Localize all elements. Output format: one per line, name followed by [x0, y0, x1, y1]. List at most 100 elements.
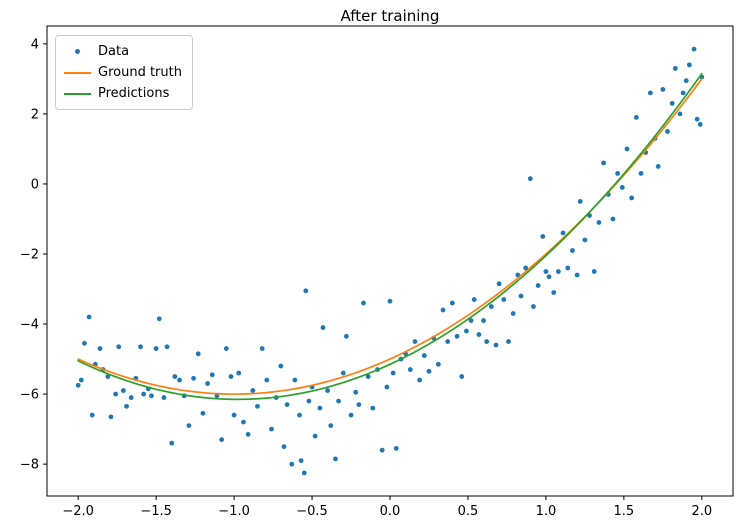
data-point — [591, 269, 597, 274]
data-point — [370, 405, 376, 411]
data-point — [214, 393, 220, 399]
data-point — [164, 344, 170, 350]
data-point — [454, 333, 460, 339]
data-point — [619, 185, 625, 190]
data-point — [445, 339, 451, 344]
data-point — [691, 46, 697, 52]
legend-item-ground-truth: Ground truth — [62, 62, 182, 83]
x-tick-label: −2.0 — [62, 504, 94, 519]
data-point — [195, 351, 201, 357]
data-point — [387, 298, 393, 304]
data-point — [633, 115, 639, 120]
data-point — [161, 395, 167, 400]
scatter-series-data — [75, 46, 705, 476]
y-tick-label: 2 — [31, 107, 39, 122]
data-point — [348, 412, 354, 418]
data-point — [601, 160, 606, 166]
data-point — [116, 344, 122, 350]
data-point — [476, 332, 482, 337]
data-point — [471, 297, 477, 302]
data-point — [531, 304, 536, 309]
data-point — [468, 318, 474, 323]
data-point — [292, 377, 298, 383]
data-point — [677, 111, 683, 117]
data-point — [153, 346, 159, 351]
x-tick-label: −0.5 — [296, 504, 328, 519]
data-point — [686, 62, 692, 68]
data-point — [141, 391, 147, 397]
data-point — [610, 216, 616, 222]
y-tick-label: −4 — [20, 318, 39, 333]
x-tick-label: 1.5 — [614, 504, 635, 519]
data-point — [361, 300, 366, 306]
data-point — [426, 368, 432, 374]
data-point — [336, 398, 341, 404]
data-point — [317, 405, 323, 411]
y-tick-label: −2 — [20, 247, 39, 262]
x-tick-label: 1.0 — [536, 504, 557, 519]
x-tick-label: −1.0 — [218, 504, 250, 519]
data-point — [297, 412, 302, 418]
data-point — [582, 237, 588, 243]
data-point — [245, 431, 251, 437]
data-point — [241, 419, 246, 425]
data-point — [278, 363, 284, 369]
data-point — [303, 288, 309, 294]
data-point — [683, 78, 689, 84]
y-tick-label: −6 — [20, 388, 39, 403]
data-point — [228, 374, 234, 379]
data-point — [555, 269, 561, 274]
data-point — [236, 370, 242, 376]
data-point — [223, 346, 229, 351]
data-point — [379, 447, 385, 453]
data-point — [546, 274, 552, 280]
data-dot-marker-icon — [62, 45, 92, 59]
data-point — [86, 314, 92, 320]
data-point — [577, 199, 583, 204]
data-point — [82, 340, 87, 346]
data-point — [496, 281, 502, 287]
data-point — [412, 339, 418, 344]
data-point — [672, 65, 678, 71]
data-point — [629, 195, 635, 201]
legend-label-data: Data — [98, 44, 130, 59]
data-point — [615, 171, 621, 176]
data-point — [200, 410, 206, 416]
data-point — [518, 293, 524, 299]
data-point — [570, 248, 575, 253]
data-point — [172, 374, 178, 379]
data-point — [638, 171, 644, 176]
y-tick-label: 4 — [31, 37, 39, 52]
data-point — [624, 146, 630, 152]
data-point — [523, 265, 529, 271]
data-point — [510, 311, 516, 316]
data-point — [138, 344, 143, 350]
data-point — [186, 423, 192, 429]
data-point — [665, 129, 670, 134]
legend-label-ground-truth: Ground truth — [98, 65, 182, 80]
data-point — [440, 307, 446, 313]
data-point — [219, 437, 225, 443]
data-point — [574, 272, 580, 278]
data-point — [680, 90, 686, 96]
legend-label-predictions: Predictions — [98, 86, 170, 101]
data-point — [255, 403, 260, 409]
data-point — [535, 283, 541, 288]
data-point — [488, 304, 494, 309]
data-point — [156, 316, 162, 322]
data-point — [343, 333, 349, 339]
data-point — [301, 470, 307, 476]
data-point — [191, 375, 196, 381]
data-point — [449, 300, 455, 306]
data-point — [356, 402, 362, 407]
data-point — [120, 388, 126, 393]
legend-item-predictions: Predictions — [62, 83, 182, 104]
data-point — [320, 325, 326, 330]
predictions-line-marker-icon — [62, 87, 92, 101]
data-point — [353, 389, 359, 395]
data-point — [435, 361, 441, 367]
data-point — [459, 374, 465, 379]
data-point — [113, 391, 118, 397]
data-point — [393, 445, 399, 451]
y-tick-label: 0 — [31, 177, 39, 192]
